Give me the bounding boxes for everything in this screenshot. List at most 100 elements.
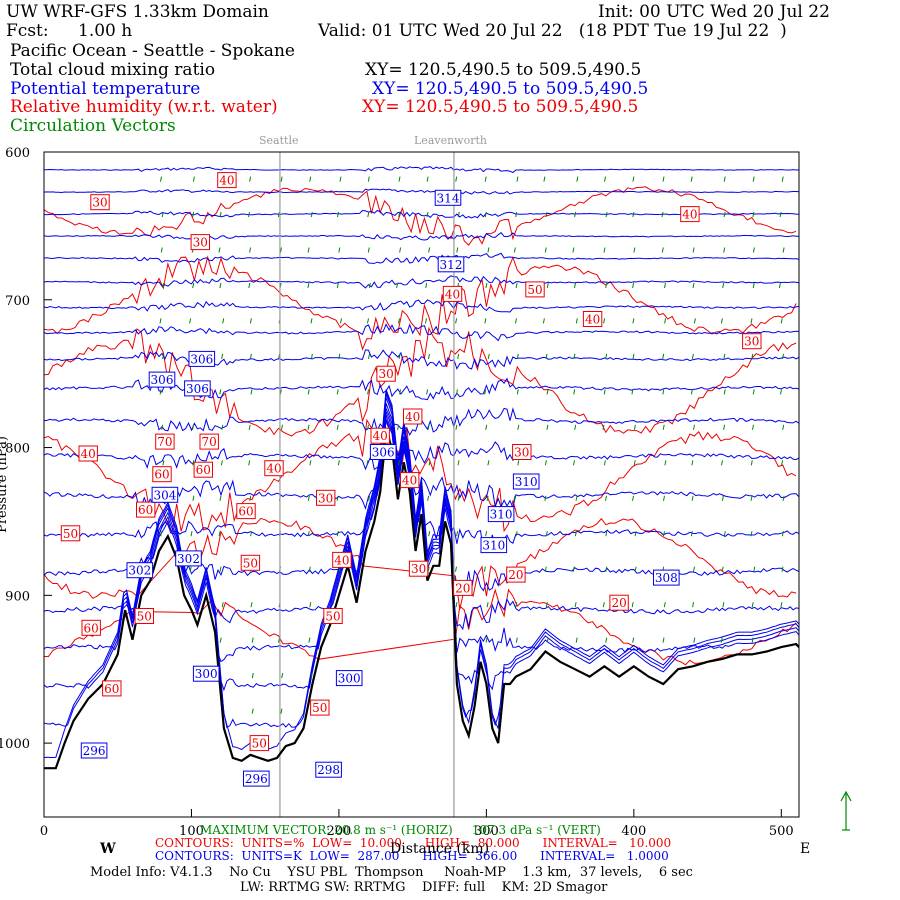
circulation-vector bbox=[603, 460, 606, 466]
circulation-vector bbox=[222, 318, 225, 324]
circulation-vector bbox=[753, 566, 756, 572]
circulation-vector bbox=[750, 460, 753, 466]
contours-rh-text: CONTOURS: UNITS=% LOW= 10.000 HIGH= 80.0… bbox=[155, 836, 672, 850]
circulation-vector bbox=[574, 531, 577, 537]
circulation-vector bbox=[486, 495, 489, 501]
theta-contour-line bbox=[44, 275, 799, 289]
circulation-vector bbox=[397, 424, 400, 430]
theta-contour-label-box bbox=[335, 670, 363, 687]
rh-contour-label-box bbox=[199, 433, 219, 450]
y-tick-label: 1000 bbox=[0, 737, 30, 752]
circulation-vector bbox=[779, 211, 782, 218]
circulation-vector bbox=[428, 531, 431, 537]
circulation-vector bbox=[781, 531, 784, 537]
circulation-vector bbox=[368, 282, 371, 289]
rh-contour-label-box bbox=[332, 551, 352, 568]
circulation-vector bbox=[602, 424, 605, 430]
circulation-vector bbox=[367, 389, 370, 395]
circulation-vector bbox=[517, 460, 520, 466]
circulation-vector bbox=[367, 318, 369, 324]
circulation-vector bbox=[337, 460, 340, 466]
circulation-vector bbox=[280, 708, 283, 714]
circulation-vector bbox=[399, 389, 402, 395]
circulation-vector bbox=[603, 318, 606, 324]
circulation-vector bbox=[780, 389, 782, 395]
circulation-vector bbox=[160, 176, 162, 182]
y-tick-label: 900 bbox=[5, 589, 30, 604]
circulation-vector bbox=[457, 353, 460, 359]
rh-contour-label: 30 bbox=[744, 335, 759, 349]
circulation-vector bbox=[546, 424, 549, 430]
circulation-vector bbox=[545, 353, 548, 359]
circulation-vector bbox=[632, 637, 635, 643]
theta-contour-label: 306 bbox=[190, 352, 213, 366]
rh-contour-label-box bbox=[680, 206, 700, 223]
y-tick-label: 700 bbox=[5, 294, 30, 309]
rh-contour-label: 40 bbox=[373, 429, 388, 443]
rh-contour-label-box bbox=[376, 365, 396, 382]
circulation-vector bbox=[544, 460, 547, 466]
x-tick-label: 100 bbox=[179, 824, 204, 839]
circulation-vector bbox=[664, 460, 667, 466]
circulation-vector bbox=[691, 495, 694, 501]
rh-contour-line bbox=[44, 326, 797, 437]
theta-contour-label-box bbox=[653, 569, 680, 586]
x-tick-label: 400 bbox=[621, 824, 646, 839]
rh-contour-label: 30 bbox=[92, 196, 107, 210]
circulation-vector bbox=[631, 602, 634, 608]
circulation-vector bbox=[542, 318, 545, 324]
circulation-vector bbox=[574, 282, 576, 289]
circulation-vector bbox=[752, 424, 754, 430]
circulation-vector bbox=[515, 602, 518, 608]
rh-contour-label-box bbox=[81, 619, 101, 636]
theta-contour-label-box bbox=[437, 256, 465, 273]
theta-contour-line bbox=[44, 299, 799, 313]
circulation-vector bbox=[573, 389, 576, 395]
x-tick-label: 500 bbox=[769, 824, 794, 839]
circulation-vector bbox=[575, 318, 578, 324]
circulation-vector bbox=[605, 495, 607, 501]
theta-contour-label-box bbox=[175, 550, 202, 567]
circulation-vector bbox=[751, 602, 754, 608]
circulation-vector bbox=[513, 247, 516, 253]
theta-contour-line bbox=[44, 188, 799, 195]
circulation-vector bbox=[457, 460, 460, 466]
circulation-vector bbox=[189, 318, 192, 324]
circulation-vector bbox=[575, 495, 578, 501]
circulation-vector bbox=[781, 176, 784, 182]
circulation-vector bbox=[161, 211, 164, 218]
circulation-vector bbox=[248, 424, 251, 430]
rh-contour-label-box bbox=[442, 285, 463, 302]
rh-contour-label: 40 bbox=[445, 287, 460, 301]
circulation-vector bbox=[693, 318, 696, 324]
circulation-vector bbox=[515, 211, 518, 218]
circulation-vector bbox=[310, 211, 313, 218]
rh-contour-label: 40 bbox=[682, 208, 697, 222]
circulation-vector bbox=[220, 460, 223, 466]
rh-contour-label-box bbox=[310, 699, 330, 716]
max-vector-text: MAXIMUM VECTOR: 20.8 m s⁻¹ (HORIZ) 107.3… bbox=[200, 823, 601, 837]
rh-contour-label-box bbox=[155, 433, 175, 450]
circulation-vector bbox=[723, 176, 726, 182]
circulation-vector bbox=[307, 389, 310, 395]
circulation-vector bbox=[631, 389, 634, 395]
circulation-vector bbox=[782, 353, 784, 359]
rh-contour-label-box bbox=[190, 234, 211, 251]
circulation-vector bbox=[720, 637, 723, 643]
circulation-vector bbox=[367, 424, 369, 430]
circulation-vector bbox=[691, 460, 694, 466]
rh-contour-label: 40 bbox=[405, 410, 420, 424]
rh-contour-line bbox=[44, 186, 797, 246]
circulation-vector bbox=[515, 637, 518, 643]
rh-contour-label-box bbox=[236, 503, 256, 520]
rh-contour-label: 70 bbox=[157, 435, 172, 449]
circulation-vector bbox=[161, 424, 164, 430]
rh-contour-label-box bbox=[323, 608, 343, 624]
theta-contour-label: 308 bbox=[655, 571, 678, 585]
rh-contour-label-box bbox=[217, 172, 237, 189]
theta-contour-label: 306 bbox=[372, 446, 395, 460]
circulation-vector bbox=[484, 318, 487, 324]
circulation-vector bbox=[336, 389, 339, 395]
theta-contour-label: 300 bbox=[195, 667, 218, 681]
